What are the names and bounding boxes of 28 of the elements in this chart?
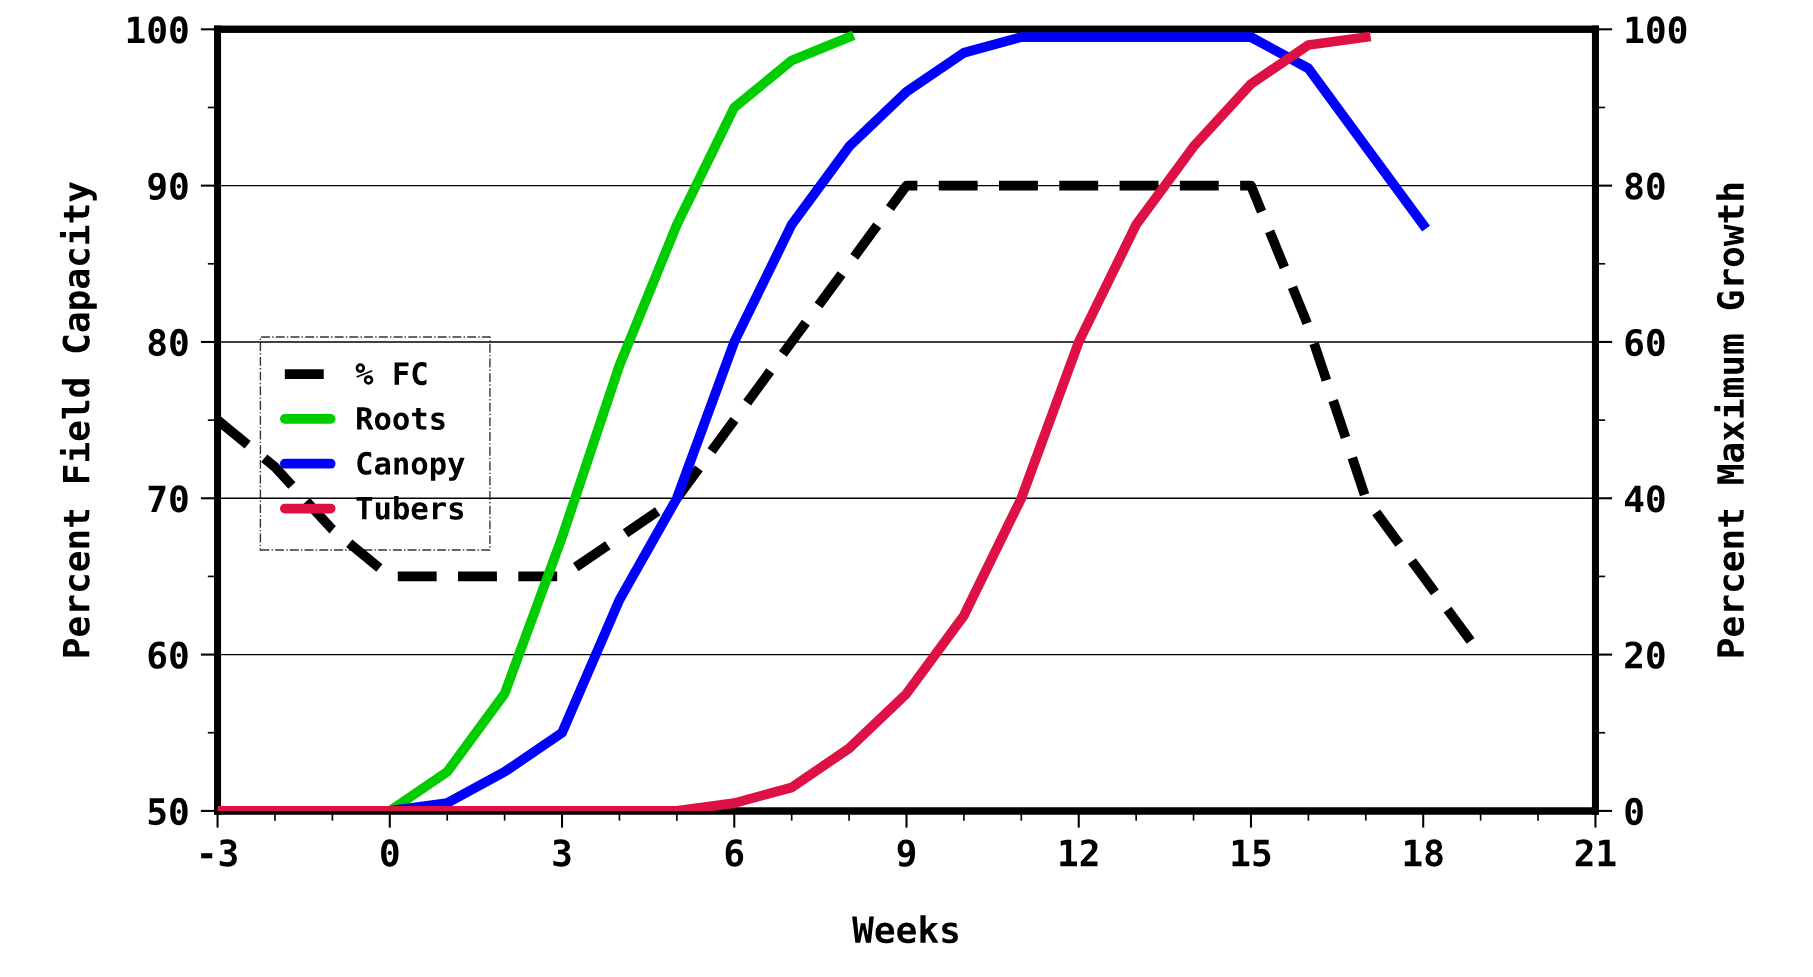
x-tick-label: 3 [553, 839, 571, 867]
y2-tick-label: 40 [1625, 485, 1665, 513]
x-tick-label: 9 [897, 839, 916, 867]
y-tick-label: 80 [148, 328, 188, 357]
legend-label: Roots [357, 407, 445, 430]
legend-label: Canopy [357, 451, 465, 481]
y-axis-title: Percent Field Capacity [59, 181, 97, 657]
x-tick-label: -3 [201, 839, 237, 867]
x-tick-label: 15 [1232, 839, 1271, 867]
y-tick-label: 100 [127, 16, 188, 44]
y-tick-label: 90 [148, 172, 188, 201]
y2-tick-label: 80 [1625, 172, 1665, 200]
x-tick-label: 18 [1404, 839, 1443, 867]
x-tick-label: 6 [725, 839, 744, 867]
y-tick-label: 60 [148, 641, 188, 669]
y-tick-label: 70 [148, 485, 188, 513]
y2-tick-label: 100 [1626, 16, 1687, 44]
y2-tick-label: 20 [1625, 641, 1665, 669]
x-axis-title: Weeks [852, 915, 958, 944]
x-tick-label: 12 [1060, 839, 1098, 867]
x-tick-label: 0 [381, 839, 399, 867]
y2-tick-label: 0 [1625, 797, 1643, 826]
x-tick-label: 21 [1575, 839, 1616, 867]
y-tick-label: 50 [148, 797, 188, 826]
legend-label: % FC [355, 362, 427, 386]
y2-tick-label: 60 [1625, 328, 1665, 357]
legend-label: Tubers [356, 496, 464, 520]
y2-axis-title: Percent Maximum Growth [1714, 183, 1745, 657]
